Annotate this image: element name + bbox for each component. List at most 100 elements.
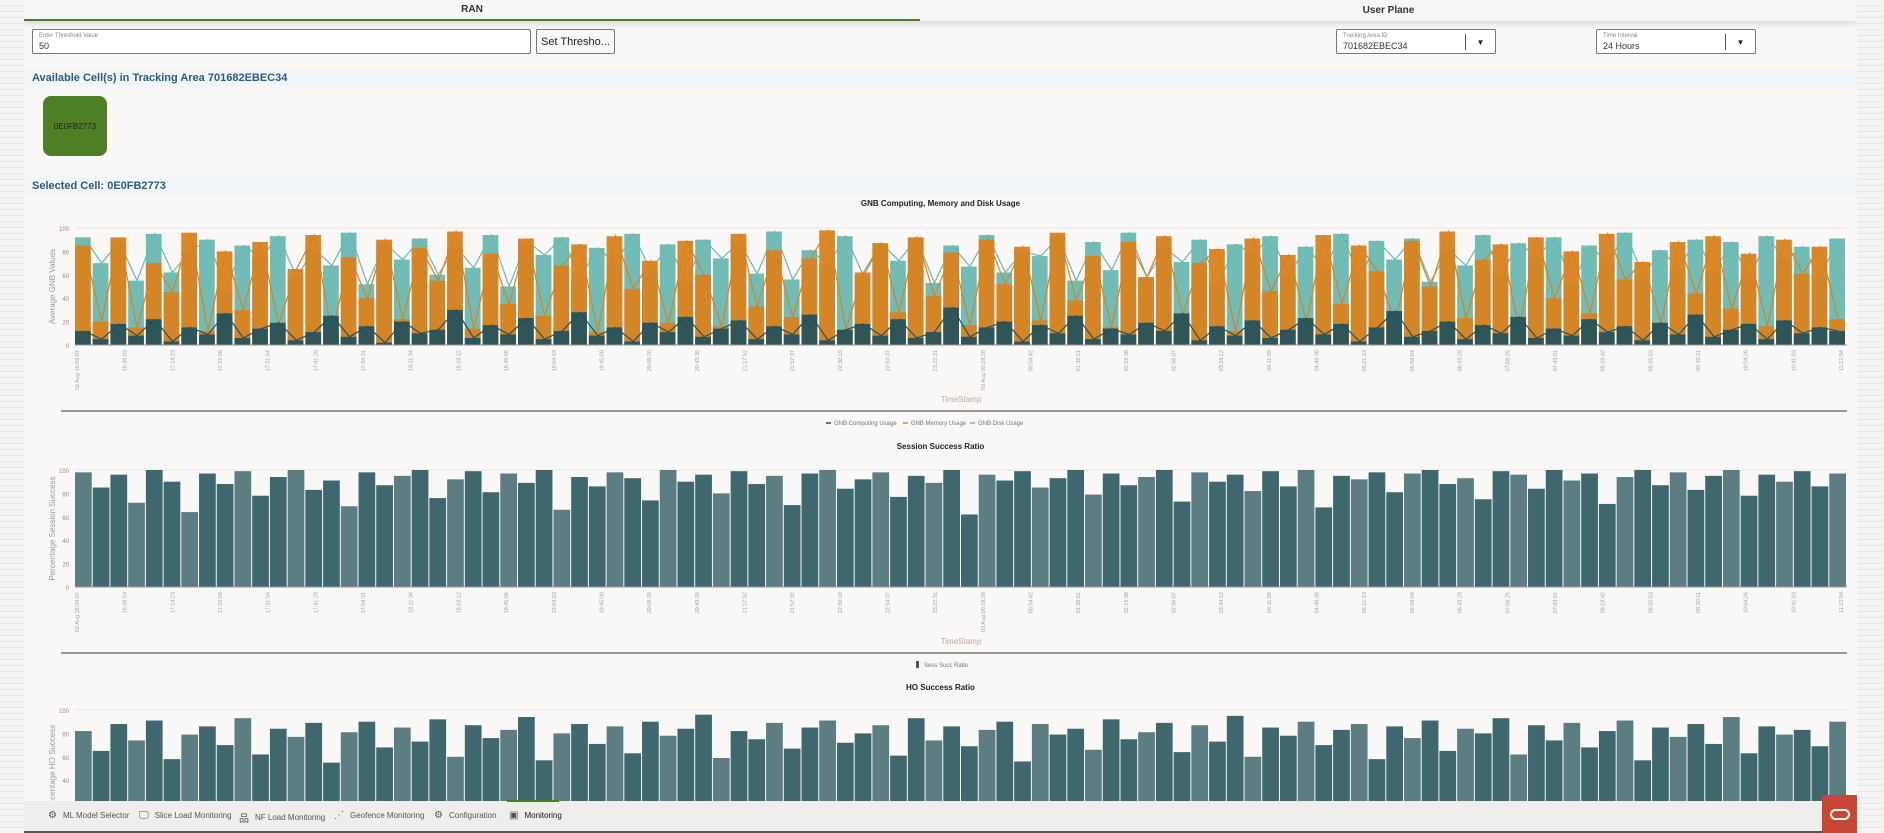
bar [1031, 487, 1049, 587]
line-point-bar [1014, 341, 1030, 345]
chart-title: Session Success Ratio [896, 442, 985, 451]
tracking-area-label: Tracking Area ID [1343, 33, 1388, 39]
chevron-down-icon[interactable]: ▼ [1725, 34, 1755, 50]
x-tick-label: 19:45:08 [599, 592, 605, 613]
line-point-bar [145, 319, 162, 345]
line-point-bar [1404, 240, 1420, 345]
bar [145, 470, 163, 587]
line-point-bar [1262, 291, 1278, 345]
line-point-bar [1758, 339, 1775, 345]
line-point-bar [961, 336, 977, 345]
line-point-bar [305, 235, 322, 345]
set-threshold-button[interactable]: Set Thresho... [536, 29, 615, 54]
x-tick-label: 21:57:37 [790, 592, 796, 613]
tab-user-plane[interactable]: User Plane [1362, 5, 1415, 16]
nav-label: Geofence Monitoring [350, 811, 425, 820]
available-cells-header: Available Cell(s) in Tracking Area 70168… [24, 69, 1857, 87]
bar [1386, 492, 1403, 587]
bar [961, 514, 978, 587]
line-point-bar [588, 247, 605, 345]
x-tick-label: 04:48:38 [1315, 592, 1321, 613]
x-tick-label: 06:33:28 [1458, 350, 1464, 371]
x-tick-label: 18:45:56 [504, 350, 510, 371]
cell-tile[interactable]: 0E0FB2773 [43, 96, 107, 156]
line-point-bar [1439, 321, 1456, 345]
line-point-bar [1085, 339, 1101, 345]
bar [1722, 717, 1740, 827]
nav-ml-model-selector[interactable]: ⚙ ML Model Selector [48, 810, 129, 821]
x-tick-label: 08:55:53 [1648, 350, 1654, 371]
nav-monitoring[interactable]: ▣ Monitoring [507, 800, 562, 821]
bar [783, 505, 801, 587]
line-point-bar [642, 322, 658, 345]
tracking-area-select[interactable]: Tracking Area ID 701682EBEC34 ▼ [1336, 29, 1496, 54]
line-point-bar [482, 325, 499, 345]
y-tick-label: 60 [62, 756, 69, 762]
bar [1722, 470, 1740, 587]
line-point-bar [1457, 339, 1473, 345]
x-tick-label: 00:54:42 [1029, 592, 1035, 613]
line-point-bar [75, 245, 91, 345]
bar [1297, 721, 1315, 827]
bar [305, 489, 323, 587]
y-tick-label: 100 [59, 227, 70, 233]
x-tick-label: 07:08:25 [1505, 350, 1511, 371]
line-point-bar [1067, 315, 1084, 345]
nav-geofence-monitoring[interactable]: ⋰ Geofence Monitoring [334, 810, 424, 821]
bar [1244, 491, 1262, 587]
line-point-bar [1262, 337, 1278, 345]
time-interval-value: 24 Hours [1603, 41, 1640, 51]
bar [1262, 471, 1279, 587]
line-point-bar [1049, 333, 1066, 345]
bar [163, 481, 181, 587]
x-tick-label: 05:58:04 [1410, 350, 1416, 371]
bar [1634, 470, 1652, 587]
bar [588, 486, 606, 587]
nav-nf-load-monitoring[interactable]: 品 NF Load Monitoring [239, 810, 325, 825]
x-tick-label: 09:30:11 [1696, 592, 1702, 613]
x-tick-label: 07:08:25 [1505, 592, 1511, 613]
line-point-bar [907, 337, 924, 345]
x-tick-label: 09:30:11 [1696, 350, 1702, 371]
line-point-bar [1173, 313, 1190, 345]
bar [358, 472, 376, 587]
nav-slice-load-monitoring[interactable]: 🖵 Slice Load Monitoring [139, 810, 232, 821]
x-tick-label: 02:19:38 [1124, 350, 1130, 371]
bar [145, 720, 163, 827]
x-tick-label: 03 Aug 00:18:28 [981, 592, 987, 632]
y-tick-label: 40 [62, 297, 69, 303]
chevron-down-icon[interactable]: ▼ [1465, 34, 1495, 50]
x-tick-label: 02:19:38 [1124, 592, 1130, 613]
threshold-input[interactable]: Enter Threshold Value 50 [32, 29, 531, 54]
bar [907, 718, 925, 827]
line-point-bar [287, 340, 304, 345]
bar [925, 482, 943, 587]
line-point-bar [1155, 330, 1172, 345]
bar [553, 509, 571, 587]
line-point-bar [1102, 270, 1119, 345]
line-point-bar [1811, 246, 1828, 345]
time-interval-select[interactable]: Time Interval 24 Hours ▼ [1596, 29, 1756, 54]
line-point-bar [358, 326, 375, 345]
x-tick-label: 08:55:53 [1648, 592, 1654, 613]
line-point-bar [695, 274, 711, 345]
bar [1669, 472, 1687, 587]
gnb-usage-chart: 0 20 40 60 80 100 Average GNB Values 02 Aug 16:… [48, 227, 1847, 427]
series-line [83, 228, 1839, 334]
bar [1368, 472, 1386, 587]
tab-ran[interactable]: RAN [24, 0, 920, 21]
bottom-nav: ⚙ ML Model Selector 🖵 Slice Load Monitorin… [24, 800, 1857, 833]
line-point-bar [75, 330, 91, 345]
line-point-bar [695, 336, 711, 345]
line-point-bar [1421, 330, 1438, 345]
bar [766, 722, 783, 827]
bar [1492, 718, 1510, 827]
line-point-bar [1031, 325, 1048, 345]
nav-configuration[interactable]: ⚙ Configuration [434, 810, 497, 821]
oracle-assistant-button[interactable] [1822, 795, 1857, 833]
line-point-bar [1722, 329, 1739, 345]
monitor-chart-icon: 🖵 [139, 810, 149, 821]
x-tick-label: 04:11:09 [1267, 592, 1273, 613]
line-point-bar [1297, 318, 1314, 345]
x-tick-label: 01:38:51 [1076, 592, 1082, 613]
